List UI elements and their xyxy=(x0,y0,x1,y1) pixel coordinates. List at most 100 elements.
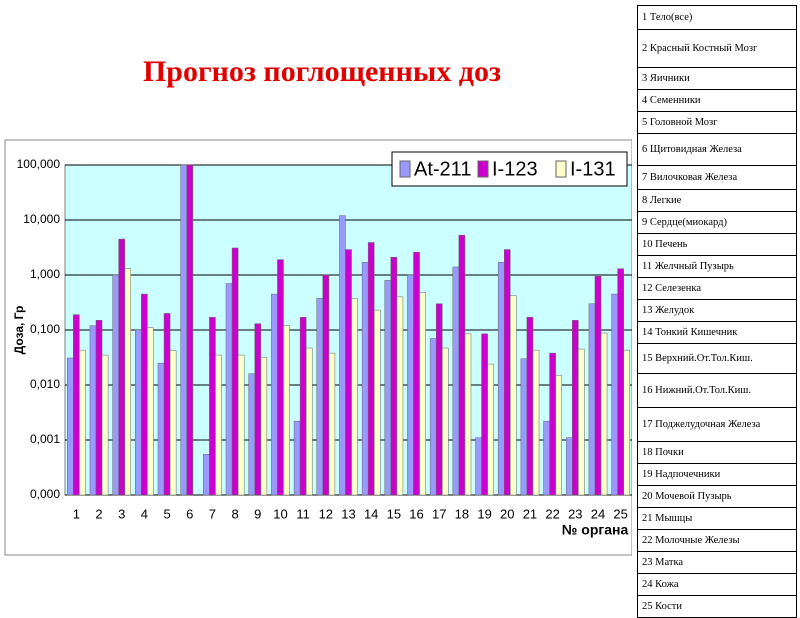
table-row: 21 Мышцы xyxy=(637,507,797,530)
x-tick-label: 25 xyxy=(613,506,627,521)
y-tick-label: 100,000 xyxy=(17,157,61,171)
y-tick-label: 0,010 xyxy=(30,377,60,391)
x-tick-label: 3 xyxy=(118,506,125,521)
table-cell: 15 Верхний.От.Тол.Киш. xyxy=(637,343,797,374)
bar xyxy=(600,332,608,496)
table-cell: 7 Вилочковая Железа xyxy=(637,165,797,190)
table-row: 16 Нижний.От.Тол.Киш. xyxy=(637,373,797,408)
bar xyxy=(617,268,624,496)
table-row: 19 Надпочечники xyxy=(637,463,797,486)
bar xyxy=(555,375,562,496)
bar xyxy=(497,262,505,496)
legend-swatch xyxy=(399,160,411,178)
bar xyxy=(503,249,511,496)
table-cell: 8 Легкие xyxy=(637,189,797,212)
bar xyxy=(322,274,330,496)
bar xyxy=(203,454,210,496)
table-cell: 13 Желудок xyxy=(637,299,797,322)
table-cell: 19 Надпочечники xyxy=(637,463,797,486)
table-row: 20 Мочевой Пузырь xyxy=(637,485,797,508)
table-row: 14 Тонкий Кишечник xyxy=(637,321,797,344)
x-tick-label: 5 xyxy=(163,506,170,521)
bar xyxy=(464,333,472,496)
legend-box xyxy=(391,151,628,187)
table-row: 17 Поджелудочная Железа xyxy=(637,407,797,442)
table-cell: 4 Семенники xyxy=(637,89,797,112)
chart: Прогноз поглощенных доз Доза, Гр № орган… xyxy=(4,55,632,556)
table-row: 10 Печень xyxy=(637,233,797,256)
bar xyxy=(487,363,494,496)
table-row: 24 Кожа xyxy=(637,573,797,596)
bar xyxy=(367,242,375,496)
bar xyxy=(339,215,346,496)
table-cell: 24 Кожа xyxy=(637,573,797,596)
y-tick-label: 1,000 xyxy=(30,267,60,281)
bar xyxy=(594,275,602,496)
legend-swatch xyxy=(555,160,567,178)
table-cell: 9 Сердце(миокард) xyxy=(637,211,797,234)
bar xyxy=(186,164,194,496)
bar xyxy=(147,327,154,496)
table-cell: 22 Молочные Железы xyxy=(637,529,797,552)
bar xyxy=(73,314,80,496)
bar xyxy=(305,347,313,496)
organ-table: 1 Тело(все) 2 Красный Костный Мозг 3 Яични… xyxy=(637,5,797,618)
x-tick-label: 20 xyxy=(500,506,514,521)
slide: Прогноз поглощенных доз Доза, Гр № орган… xyxy=(4,5,797,618)
table-row: 18 Почки xyxy=(637,441,797,464)
bar xyxy=(435,303,443,496)
bar xyxy=(413,251,420,496)
bar xyxy=(260,356,268,496)
x-tick-label: 12 xyxy=(319,506,333,521)
x-tick-label: 15 xyxy=(387,506,401,521)
x-tick-label: 1 xyxy=(73,506,80,521)
bar xyxy=(351,298,358,496)
bar xyxy=(475,437,482,496)
bar xyxy=(396,296,404,496)
x-tick-label: 21 xyxy=(523,506,537,521)
bar xyxy=(407,274,414,496)
bar xyxy=(180,164,187,496)
y-tick-label: 0,000 xyxy=(30,487,60,501)
bar xyxy=(549,352,556,496)
table-cell: 3 Яичники xyxy=(637,67,797,90)
x-tick-label: 6 xyxy=(186,506,193,521)
bar xyxy=(271,293,278,496)
bar xyxy=(101,354,109,496)
table-row: 3 Яичники xyxy=(637,67,797,90)
bar xyxy=(169,350,177,496)
table-cell: 14 Тонкий Кишечник xyxy=(637,321,797,344)
table-row: 13 Желудок xyxy=(637,299,797,322)
bar xyxy=(588,303,596,496)
bar xyxy=(231,247,239,496)
bar xyxy=(452,266,460,496)
bar xyxy=(283,325,290,496)
table-cell: 21 Мышцы xyxy=(637,507,797,530)
x-tick-label: 2 xyxy=(95,506,102,521)
bar xyxy=(520,358,528,496)
table-row: 15 Верхний.От.Тол.Киш. xyxy=(637,343,797,374)
table-cell: 18 Почки xyxy=(637,441,797,464)
bar xyxy=(225,283,233,496)
x-tick-label: 14 xyxy=(364,506,378,521)
bar xyxy=(316,297,324,496)
x-tick-label: 24 xyxy=(591,506,605,521)
legend-swatch xyxy=(477,160,489,178)
x-tick-label: 23 xyxy=(568,506,582,521)
table-cell: 11 Желчный Пузырь xyxy=(637,255,797,278)
table-cell: 12 Селезенка xyxy=(637,277,797,300)
bar xyxy=(124,268,132,496)
bar xyxy=(299,317,307,496)
x-tick-label: 10 xyxy=(273,506,287,521)
x-axis-label: № органа xyxy=(562,522,629,538)
bar xyxy=(373,309,381,496)
bar xyxy=(209,317,216,496)
bar xyxy=(532,349,540,496)
bar xyxy=(384,280,392,496)
bar xyxy=(163,313,171,496)
x-tick-label: 22 xyxy=(545,506,559,521)
x-tick-label: 4 xyxy=(141,506,148,521)
bar xyxy=(572,320,579,496)
table-cell: 10 Печень xyxy=(637,233,797,256)
bar xyxy=(237,354,245,496)
